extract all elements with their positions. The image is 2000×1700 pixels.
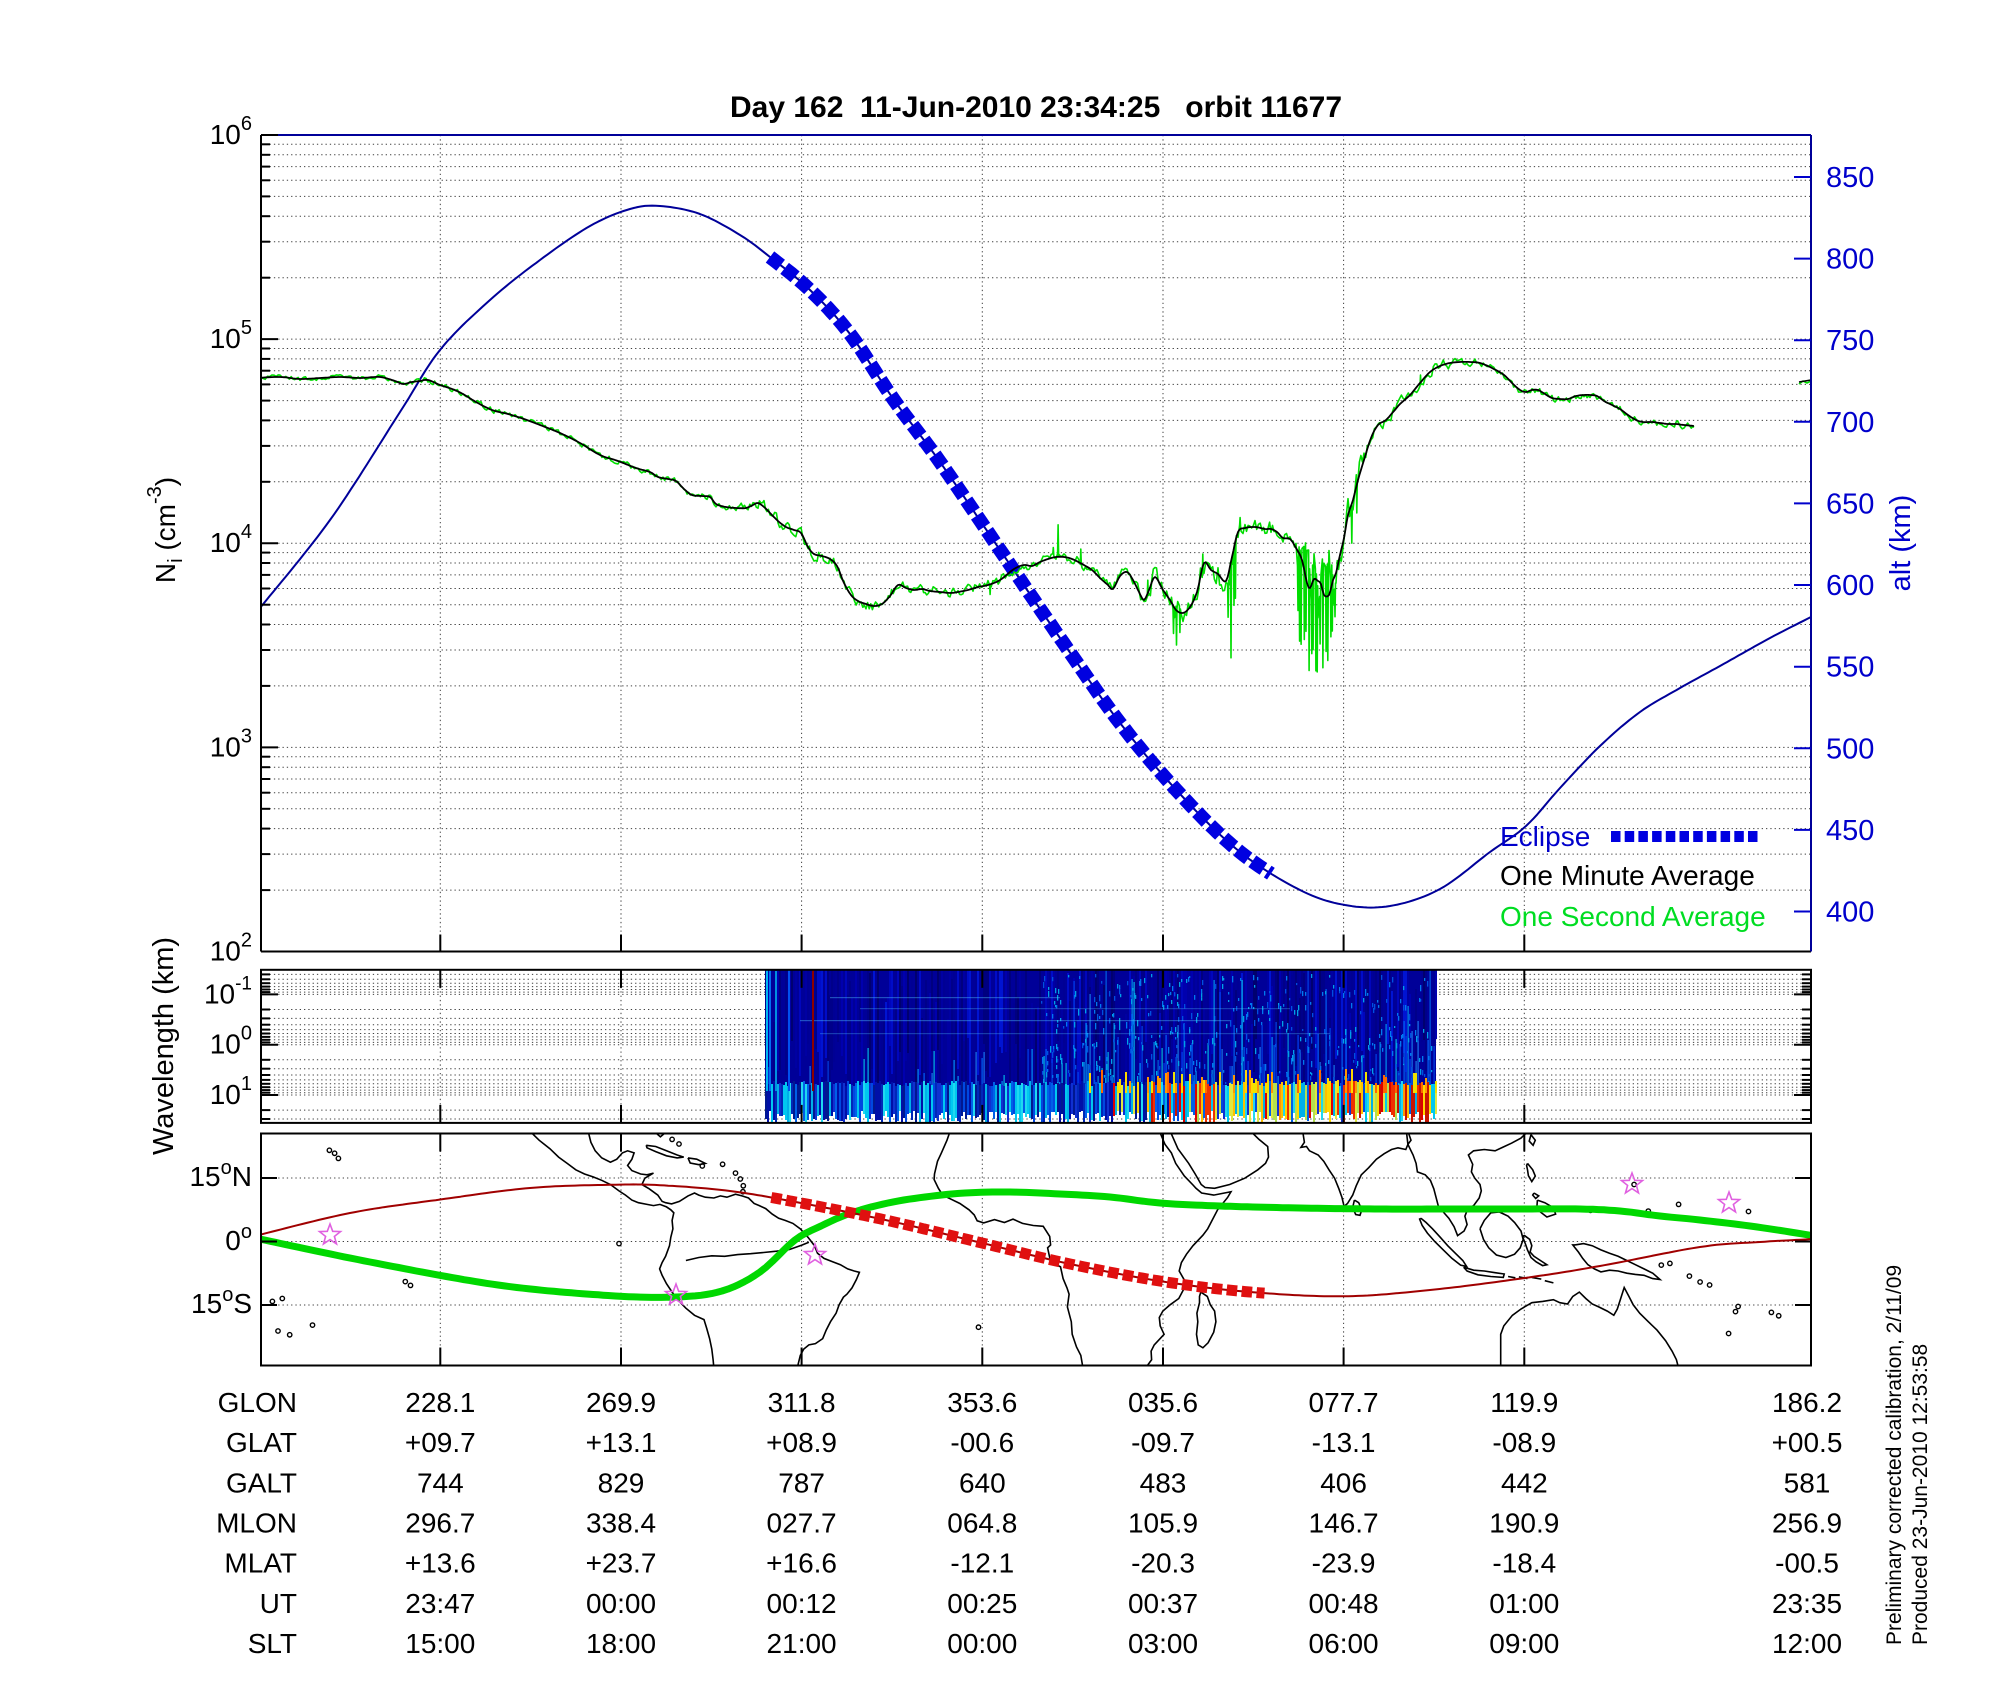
svg-text:406: 406: [1320, 1467, 1367, 1498]
svg-text:700: 700: [1826, 407, 1874, 439]
svg-text:-08.9: -08.9: [1492, 1427, 1556, 1458]
svg-text:035.6: 035.6: [1128, 1387, 1198, 1418]
svg-text:-09.7: -09.7: [1131, 1427, 1195, 1458]
svg-text:alt (km): alt (km): [1885, 495, 1917, 592]
svg-text:-20.3: -20.3: [1131, 1548, 1195, 1579]
svg-text:00:00: 00:00: [586, 1588, 656, 1619]
svg-text:269.9: 269.9: [586, 1387, 656, 1418]
svg-text:+08.9: +08.9: [766, 1427, 837, 1458]
svg-text:Day 162 11-Jun-2010 23:34:25: Day 162 11-Jun-2010 23:34:25 orbit 11677: [730, 91, 1342, 124]
svg-text:+23.7: +23.7: [586, 1548, 657, 1579]
svg-text:03:00: 03:00: [1128, 1628, 1198, 1659]
svg-text:23:47: 23:47: [405, 1588, 475, 1619]
svg-text:311.8: 311.8: [768, 1387, 836, 1418]
svg-text:+13.6: +13.6: [405, 1548, 476, 1579]
svg-text:-18.4: -18.4: [1492, 1548, 1556, 1579]
svg-text:829: 829: [598, 1467, 645, 1498]
svg-text:GALT: GALT: [226, 1467, 297, 1498]
svg-text:550: 550: [1826, 652, 1874, 684]
svg-text:119.9: 119.9: [1490, 1387, 1558, 1418]
svg-text:650: 650: [1826, 488, 1874, 520]
svg-text:00:48: 00:48: [1309, 1588, 1379, 1619]
svg-text:190.9: 190.9: [1489, 1508, 1559, 1539]
svg-text:296.7: 296.7: [405, 1508, 475, 1539]
svg-text:Wavelength (km): Wavelength (km): [148, 937, 180, 1155]
svg-text:064.8: 064.8: [947, 1508, 1017, 1539]
svg-text:09:00: 09:00: [1489, 1628, 1559, 1659]
svg-text:600: 600: [1826, 570, 1874, 602]
svg-text:338.4: 338.4: [586, 1508, 656, 1539]
svg-text:-00.5: -00.5: [1775, 1548, 1839, 1579]
svg-text:581: 581: [1784, 1467, 1831, 1498]
svg-text:15oN: 15oN: [189, 1157, 252, 1192]
svg-text:GLON: GLON: [218, 1387, 297, 1418]
svg-text:Preliminary corrected calibrat: Preliminary corrected calibration, 2/11/…: [1883, 1265, 1906, 1645]
svg-text:12:00: 12:00: [1772, 1628, 1842, 1659]
svg-text:One Second Average: One Second Average: [1500, 901, 1766, 932]
svg-text:500: 500: [1826, 733, 1874, 765]
svg-text:21:00: 21:00: [767, 1628, 837, 1659]
svg-text:MLAT: MLAT: [224, 1548, 297, 1579]
svg-text:186.2: 186.2: [1772, 1387, 1842, 1418]
svg-text:146.7: 146.7: [1309, 1508, 1379, 1539]
svg-text:-00.6: -00.6: [950, 1427, 1014, 1458]
svg-text:787: 787: [778, 1467, 825, 1498]
svg-text:483: 483: [1140, 1467, 1187, 1498]
svg-text:353.6: 353.6: [947, 1387, 1017, 1418]
svg-text:15oS: 15oS: [191, 1284, 252, 1319]
svg-text:06:00: 06:00: [1309, 1628, 1379, 1659]
svg-text:750: 750: [1826, 325, 1874, 357]
svg-text:744: 744: [417, 1467, 464, 1498]
svg-text:800: 800: [1826, 244, 1874, 276]
svg-text:MLON: MLON: [216, 1508, 297, 1539]
svg-text:+09.7: +09.7: [405, 1427, 476, 1458]
svg-text:400: 400: [1826, 897, 1874, 929]
svg-text:105.9: 105.9: [1128, 1508, 1198, 1539]
svg-text:027.7: 027.7: [767, 1508, 837, 1539]
svg-text:850: 850: [1826, 162, 1874, 194]
svg-text:00:25: 00:25: [947, 1588, 1017, 1619]
svg-text:One Minute Average: One Minute Average: [1500, 860, 1755, 891]
svg-text:640: 640: [959, 1467, 1006, 1498]
svg-text:228.1: 228.1: [405, 1387, 475, 1418]
svg-text:GLAT: GLAT: [226, 1427, 297, 1458]
svg-text:450: 450: [1826, 815, 1874, 847]
svg-text:-12.1: -12.1: [950, 1548, 1014, 1579]
svg-text:+16.6: +16.6: [766, 1548, 837, 1579]
svg-text:00:37: 00:37: [1128, 1588, 1198, 1619]
svg-text:Produced 23-Jun-2010 12:53:58: Produced 23-Jun-2010 12:53:58: [1909, 1344, 1932, 1645]
svg-text:-13.1: -13.1: [1312, 1427, 1376, 1458]
svg-text:00:00: 00:00: [947, 1628, 1017, 1659]
svg-text:+13.1: +13.1: [586, 1427, 657, 1458]
svg-text:18:00: 18:00: [586, 1628, 656, 1659]
svg-text:00:12: 00:12: [767, 1588, 837, 1619]
svg-text:SLT: SLT: [248, 1628, 297, 1659]
svg-text:077.7: 077.7: [1309, 1387, 1379, 1418]
svg-text:15:00: 15:00: [405, 1628, 475, 1659]
svg-text:Eclipse: Eclipse: [1500, 821, 1590, 852]
svg-text:+00.5: +00.5: [1772, 1427, 1843, 1458]
svg-text:Ni (cm-3): Ni (cm-3): [144, 477, 187, 583]
svg-text:442: 442: [1501, 1467, 1548, 1498]
svg-text:256.9: 256.9: [1772, 1508, 1842, 1539]
svg-text:23:35: 23:35: [1772, 1588, 1842, 1619]
svg-text:01:00: 01:00: [1489, 1588, 1559, 1619]
svg-text:UT: UT: [260, 1588, 297, 1619]
svg-text:-23.9: -23.9: [1312, 1548, 1376, 1579]
